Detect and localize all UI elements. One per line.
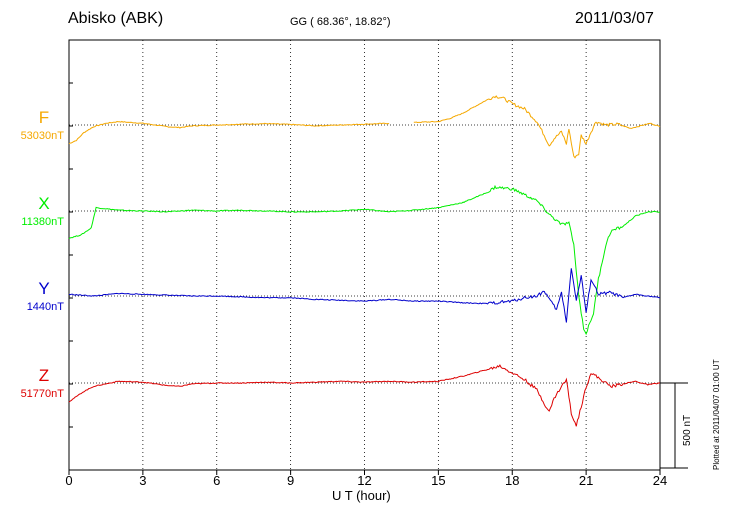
x-tick-label: 24 [652, 473, 668, 488]
axis-ticks [68, 82, 661, 475]
series-line-f [413, 95, 661, 159]
x-tick-label: 0 [65, 473, 73, 488]
x-axis-label: U T (hour) [332, 488, 391, 503]
series-line-z [68, 364, 661, 427]
series-baseline-x: 11380nT [21, 216, 64, 228]
x-tick-label: 21 [578, 473, 594, 488]
x-tick-label: 12 [357, 473, 372, 488]
series-name-y: Y [38, 279, 50, 298]
scale-bar [660, 382, 688, 469]
station-coordinates: GG ( 68.36°, 18.82°) [290, 16, 391, 28]
series-name-x: X [38, 194, 50, 213]
x-tick-label: 9 [287, 473, 295, 488]
series-baseline-z: 51770nT [20, 388, 64, 400]
chart-grid [69, 40, 660, 470]
chart-date: 2011/03/07 [575, 10, 654, 27]
x-tick-label: 6 [213, 473, 221, 488]
series-line-x [68, 184, 661, 336]
x-tick-label: 18 [505, 473, 520, 488]
series-baseline-y: 1440nT [26, 301, 64, 313]
series-lines [68, 95, 661, 427]
series-baseline-f: 53030nT [20, 130, 64, 142]
x-tick-label: 3 [139, 473, 147, 488]
series-name-z: Z [38, 366, 50, 385]
x-tick-label: 15 [431, 473, 446, 488]
station-title: Abisko (ABK) [68, 10, 164, 27]
series-name-f: F [38, 108, 50, 127]
plotted-note: Plotted at 2011/04/07 01:00 UT [712, 359, 721, 470]
series-line-f [68, 120, 390, 145]
series-line-y [68, 268, 661, 323]
scale-bar-label: 500 nT [682, 414, 693, 446]
